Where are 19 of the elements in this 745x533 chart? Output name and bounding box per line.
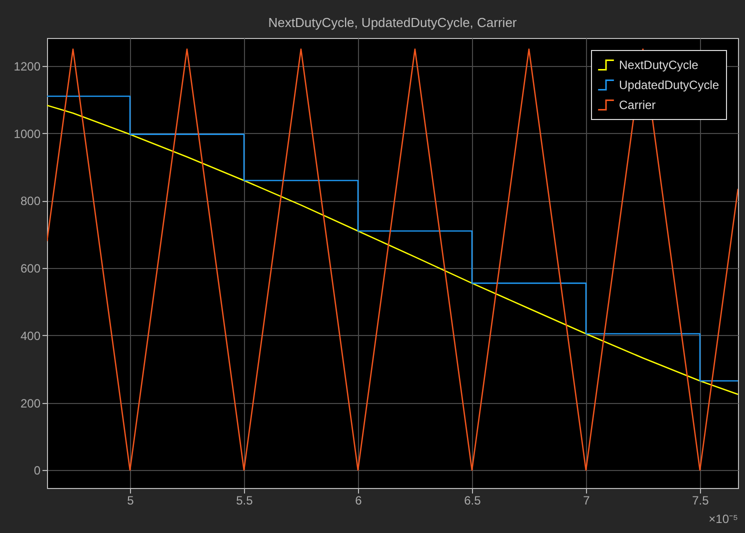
legend-label: UpdatedDutyCycle: [619, 78, 720, 92]
y-tick-label: 200: [20, 396, 41, 410]
legend-label: NextDutyCycle: [619, 58, 699, 72]
x-tick-label: 6: [355, 494, 362, 508]
y-tick-label: 0: [34, 464, 41, 478]
x-tick-label: 5.5: [236, 494, 254, 508]
y-tick-label: 400: [20, 328, 41, 343]
chart-title: NextDutyCycle, UpdatedDutyCycle, Carrier: [268, 15, 518, 30]
y-tick-label: 1000: [14, 126, 41, 141]
y-tick-label: 600: [20, 262, 41, 276]
y-tick-label: 1200: [14, 59, 41, 74]
line-series: [47, 48, 738, 471]
x-tick-label: 5: [127, 494, 134, 508]
x-tick-label: 7.5: [692, 494, 710, 508]
y-tick-label: 800: [20, 194, 41, 208]
x-tick-label: 7: [583, 494, 590, 508]
text: ×10⁻⁵: [708, 512, 738, 526]
x-tick-label: 6.5: [464, 494, 482, 508]
legend-label: Carrier: [619, 98, 656, 112]
